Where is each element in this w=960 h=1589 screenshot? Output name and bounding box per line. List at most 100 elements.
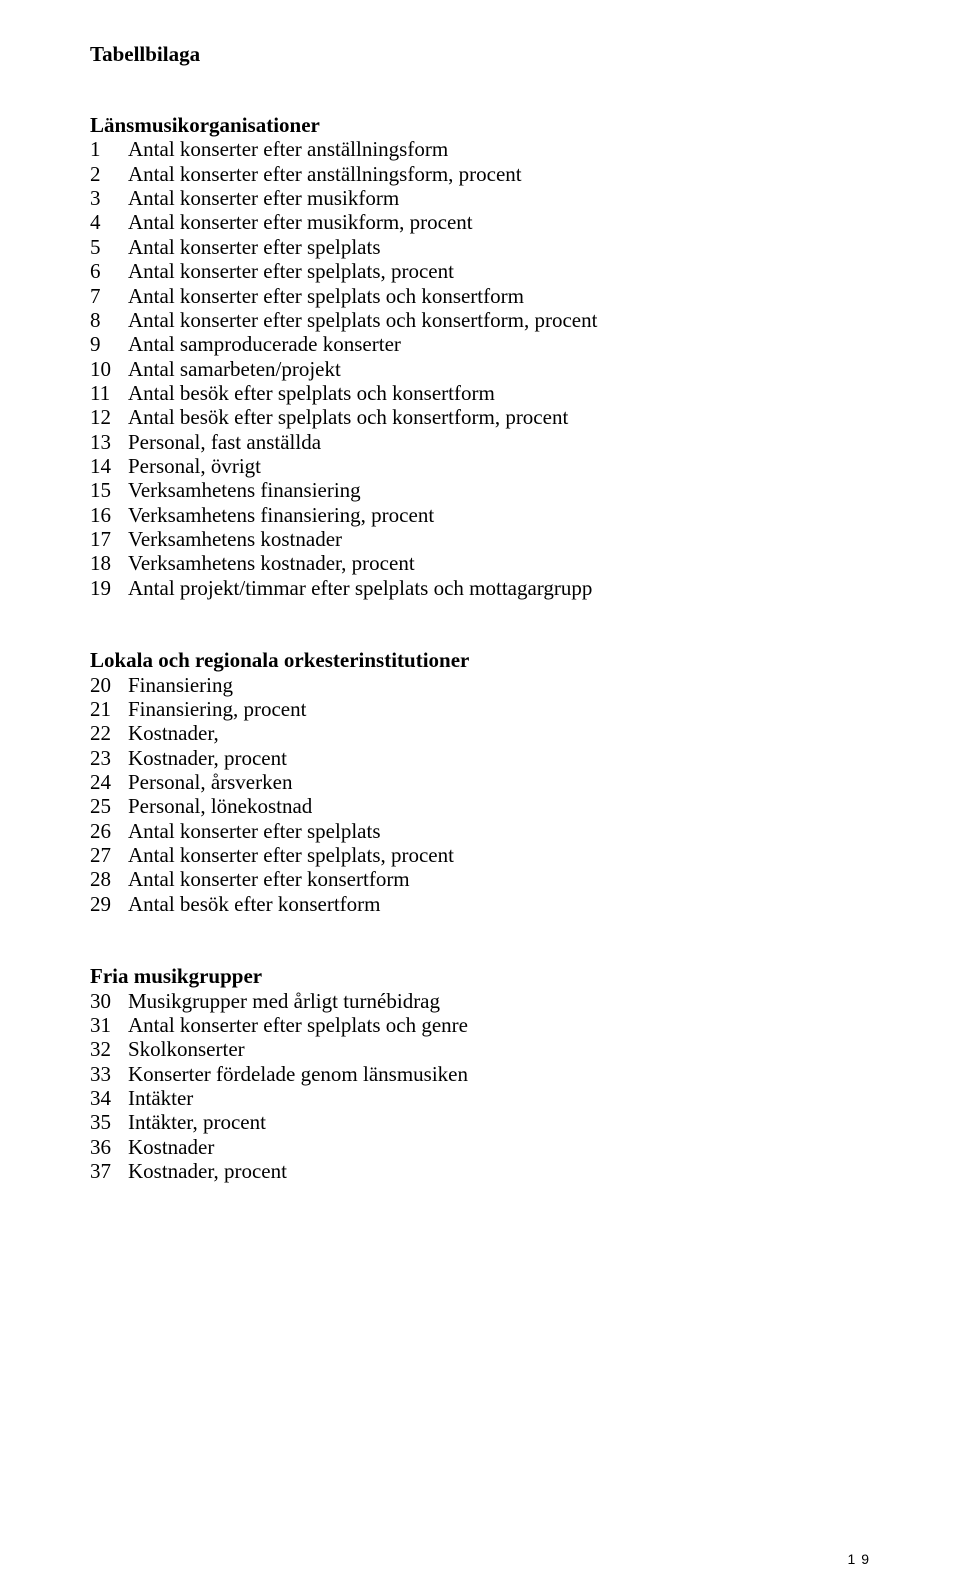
list-item-number: 31 [90, 1013, 128, 1037]
list-item-number: 8 [90, 308, 128, 332]
list-item-label: Antal konserter efter spelplats [128, 235, 870, 259]
list-item-number: 16 [90, 503, 128, 527]
list-item: 2Antal konserter efter anställningsform,… [90, 162, 870, 186]
list-item-label: Antal konserter efter spelplats och genr… [128, 1013, 870, 1037]
list-item-number: 15 [90, 478, 128, 502]
list-item-number: 11 [90, 381, 128, 405]
list-item-label: Antal samproducerade konserter [128, 332, 870, 356]
list-item: 16Verksamhetens finansiering, procent [90, 503, 870, 527]
list-item-number: 27 [90, 843, 128, 867]
list-item-label: Verksamhetens finansiering [128, 478, 870, 502]
list-item: 14Personal, övrigt [90, 454, 870, 478]
list-item-number: 13 [90, 430, 128, 454]
list-item-label: Personal, årsverken [128, 770, 870, 794]
list-item: 4Antal konserter efter musikform, procen… [90, 210, 870, 234]
list-item-label: Finansiering, procent [128, 697, 870, 721]
list-item: 9Antal samproducerade konserter [90, 332, 870, 356]
list-item: 18Verksamhetens kostnader, procent [90, 551, 870, 575]
list-item-number: 6 [90, 259, 128, 283]
list-item-label: Finansiering [128, 673, 870, 697]
list-item-label: Antal besök efter spelplats och konsertf… [128, 405, 870, 429]
list-item-label: Antal konserter efter musikform, procent [128, 210, 870, 234]
list-item-number: 26 [90, 819, 128, 843]
list-item-number: 34 [90, 1086, 128, 1110]
list-item: 34Intäkter [90, 1086, 870, 1110]
list-item-label: Verksamhetens kostnader, procent [128, 551, 870, 575]
list-item-label: Personal, lönekostnad [128, 794, 870, 818]
section-heading: Länsmusikorganisationer [90, 113, 870, 137]
list-item-label: Antal besök efter konsertform [128, 892, 870, 916]
list-item-label: Konserter fördelade genom länsmusiken [128, 1062, 870, 1086]
list-item-number: 21 [90, 697, 128, 721]
list-item-label: Antal konserter efter spelplats, procent [128, 259, 870, 283]
list-item-number: 10 [90, 357, 128, 381]
list-item-label: Intäkter [128, 1086, 870, 1110]
page-number: 1 9 [848, 1551, 870, 1567]
list-item: 1Antal konserter efter anställningsform [90, 137, 870, 161]
list-item-label: Kostnader [128, 1135, 870, 1159]
list-item: 27Antal konserter efter spelplats, proce… [90, 843, 870, 867]
list-item: 11Antal besök efter spelplats och konser… [90, 381, 870, 405]
list-item-number: 22 [90, 721, 128, 745]
list-item: 31Antal konserter efter spelplats och ge… [90, 1013, 870, 1037]
list-item-label: Antal konserter efter anställningsform, … [128, 162, 870, 186]
list-item: 13Personal, fast anställda [90, 430, 870, 454]
list-item-number: 14 [90, 454, 128, 478]
list-item-label: Personal, fast anställda [128, 430, 870, 454]
list-item-label: Antal konserter efter spelplats [128, 819, 870, 843]
list-item-number: 19 [90, 576, 128, 600]
list-item-label: Antal konserter efter konsertform [128, 867, 870, 891]
list-item-label: Verksamhetens finansiering, procent [128, 503, 870, 527]
list-item-number: 33 [90, 1062, 128, 1086]
list-item: 28Antal konserter efter konsertform [90, 867, 870, 891]
list-item: 7Antal konserter efter spelplats och kon… [90, 284, 870, 308]
list-item-label: Skolkonserter [128, 1037, 870, 1061]
list-item-label: Verksamhetens kostnader [128, 527, 870, 551]
list-item: 19Antal projekt/timmar efter spelplats o… [90, 576, 870, 600]
list-item-label: Antal konserter efter anställningsform [128, 137, 870, 161]
list-item: 6Antal konserter efter spelplats, procen… [90, 259, 870, 283]
list-item: 21Finansiering, procent [90, 697, 870, 721]
list-item-label: Antal konserter efter spelplats och kons… [128, 284, 870, 308]
list-item-label: Musikgrupper med årligt turnébidrag [128, 989, 870, 1013]
page-title: Tabellbilaga [90, 42, 870, 67]
list-item-number: 24 [90, 770, 128, 794]
list-item-number: 4 [90, 210, 128, 234]
list-item: 30Musikgrupper med årligt turnébidrag [90, 989, 870, 1013]
list-item: 35Intäkter, procent [90, 1110, 870, 1134]
list-item: 29Antal besök efter konsertform [90, 892, 870, 916]
list-item: 37Kostnader, procent [90, 1159, 870, 1183]
section-heading: Lokala och regionala orkesterinstitution… [90, 648, 870, 672]
list-item-number: 29 [90, 892, 128, 916]
list-item: 20Finansiering [90, 673, 870, 697]
list-item-label: Kostnader, procent [128, 746, 870, 770]
list-item-label: Antal besök efter spelplats och konsertf… [128, 381, 870, 405]
section-gap [90, 600, 870, 648]
list-item: 26Antal konserter efter spelplats [90, 819, 870, 843]
list-item-label: Antal konserter efter spelplats och kons… [128, 308, 870, 332]
section-gap [90, 916, 870, 964]
list-item-label: Antal konserter efter spelplats, procent [128, 843, 870, 867]
list-item-number: 18 [90, 551, 128, 575]
list-item: 8Antal konserter efter spelplats och kon… [90, 308, 870, 332]
list-item-number: 3 [90, 186, 128, 210]
list-item-number: 35 [90, 1110, 128, 1134]
list-item: 12Antal besök efter spelplats och konser… [90, 405, 870, 429]
sections-container: Länsmusikorganisationer1Antal konserter … [90, 113, 870, 1183]
list-item: 10Antal samarbeten/projekt [90, 357, 870, 381]
list-item: 17Verksamhetens kostnader [90, 527, 870, 551]
list-item-number: 1 [90, 137, 128, 161]
list-item-number: 12 [90, 405, 128, 429]
list-item-label: Antal samarbeten/projekt [128, 357, 870, 381]
list-item-number: 37 [90, 1159, 128, 1183]
list-item: 5Antal konserter efter spelplats [90, 235, 870, 259]
list-item: 23Kostnader, procent [90, 746, 870, 770]
list-item-label: Intäkter, procent [128, 1110, 870, 1134]
list-item: 25Personal, lönekostnad [90, 794, 870, 818]
section-heading: Fria musikgrupper [90, 964, 870, 988]
list-item-label: Kostnader, procent [128, 1159, 870, 1183]
list-item-number: 7 [90, 284, 128, 308]
list-item: 36Kostnader [90, 1135, 870, 1159]
list-item: 24Personal, årsverken [90, 770, 870, 794]
list-item-number: 32 [90, 1037, 128, 1061]
